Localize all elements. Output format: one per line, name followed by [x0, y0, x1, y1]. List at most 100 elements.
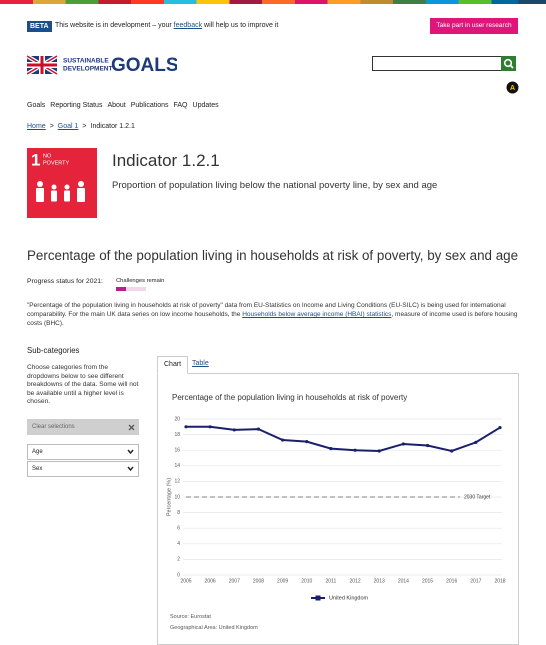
search-button[interactable] [501, 56, 516, 71]
x-tick-label: 2011 [326, 578, 337, 584]
y-tick-label: 8 [177, 510, 180, 516]
y-tick-label: 14 [174, 463, 180, 469]
progress-fill [116, 287, 126, 291]
beta-badge: BETA [27, 21, 52, 32]
geographical-area: Geographical Area: United Kingdom [170, 625, 258, 631]
progress-bar [116, 287, 146, 291]
description-text: "Percentage of the population living in … [27, 302, 506, 318]
nav-link[interactable]: FAQ [173, 102, 188, 109]
x-tick-label: 2008 [253, 578, 264, 584]
goal-tile[interactable]: 1 NO POVERTY [27, 148, 97, 218]
data-point [305, 440, 309, 444]
feedback-link[interactable]: feedback [173, 22, 203, 29]
sex-select[interactable]: Sex [27, 461, 139, 477]
sdg-color-stripe [0, 0, 546, 4]
breadcrumb-link[interactable]: Home [27, 123, 46, 130]
y-tick-label: 6 [177, 526, 180, 532]
nav-link[interactable]: Reporting Status [50, 102, 103, 109]
x-tick-label: 2013 [374, 578, 385, 584]
description: "Percentage of the population living in … [27, 301, 522, 328]
select-label: Age [32, 449, 43, 455]
data-point [401, 442, 405, 446]
logo-text: SUSTAINABLE [63, 58, 109, 65]
subcategories-title: Sub-categories [27, 346, 80, 355]
logo-word: GOALS [111, 55, 177, 76]
x-tick-label: 2012 [350, 578, 361, 584]
x-tick-label: 2006 [205, 578, 216, 584]
y-tick-label: 16 [174, 448, 180, 454]
breadcrumb-link[interactable]: Goal 1 [57, 123, 79, 130]
y-axis-label: Percentage (%) [166, 478, 172, 516]
accessibility-circle [506, 81, 519, 94]
nav-link[interactable]: Goals [27, 102, 46, 109]
data-point [256, 427, 261, 431]
flag-part [27, 63, 57, 67]
breadcrumb-separator: > [49, 123, 54, 130]
clear-selections[interactable]: Clear selections [27, 419, 139, 435]
data-point [184, 425, 188, 429]
table-tab[interactable]: Table [192, 360, 209, 367]
target-label: 2030 Target [464, 494, 491, 500]
banner-text: This website is in development – your [55, 22, 174, 29]
x-tick-label: 2014 [398, 578, 409, 584]
data-point [377, 449, 381, 453]
y-tick-label: 18 [174, 432, 180, 438]
data-point [281, 438, 285, 442]
x-tick-label: 2015 [422, 578, 433, 584]
x-tick-label: 2009 [277, 578, 288, 584]
x-tick-label: 2005 [180, 578, 191, 584]
data-point [425, 443, 430, 448]
age-select[interactable]: Age [27, 444, 139, 460]
select-label: Sex [32, 466, 43, 472]
search-icon [503, 58, 513, 68]
chart-tab[interactable]: Chart [157, 356, 189, 374]
research-button[interactable]: Take part in user research [430, 18, 518, 34]
y-tick-label: 10 [174, 494, 180, 500]
progress-label: Progress status for 2021: [27, 278, 103, 285]
search-icon [509, 64, 514, 69]
banner-text: will help us to improve it [202, 22, 279, 29]
x-tick-label: 2010 [301, 578, 312, 584]
data-point [329, 447, 333, 451]
goal-label: POVERTY [43, 160, 70, 166]
nav-link[interactable]: Publications [130, 102, 169, 109]
legend-marker [315, 595, 321, 601]
nav-link[interactable]: About [107, 102, 126, 109]
accessibility-button[interactable]: A [506, 81, 519, 94]
indicator-subtitle: Proportion of population living below th… [112, 180, 438, 191]
logo[interactable]: SUSTAINABLE DEVELOPMENT GOALS [27, 54, 177, 76]
indicator-title: Indicator 1.2.1 [112, 151, 220, 170]
legend-label: United Kingdom [329, 595, 369, 601]
goal-number: 1 [31, 150, 40, 169]
search-input[interactable] [372, 56, 502, 71]
goal-icon [36, 181, 85, 202]
chevron [127, 449, 134, 455]
subcategories-help: Choose categories from the dropdowns bel… [27, 364, 139, 405]
clear-icon [128, 424, 135, 431]
chart-title: Percentage of the population living in h… [172, 393, 407, 402]
chart: Percentage of the population living in h… [166, 393, 505, 601]
x-tick-label: 2007 [229, 578, 240, 584]
nav-link[interactable]: Updates [192, 102, 219, 109]
x-tick-label: 2018 [494, 578, 505, 584]
hbai-link[interactable]: Households below average income (HBAI) s… [242, 311, 392, 318]
source: Source: Eurostat [170, 614, 211, 620]
goal-label: NO [43, 153, 52, 159]
y-tick-label: 0 [177, 572, 180, 578]
breadcrumb-separator: > [82, 123, 87, 130]
data-point [353, 448, 357, 452]
data-point [498, 425, 502, 430]
series-line [186, 425, 501, 453]
description-text: , measure of income used is before housi… [27, 311, 518, 327]
clear-label: Clear selections [32, 424, 75, 430]
accessibility-label: A [510, 85, 515, 92]
breadcrumb-current: Indicator 1.2.1 [90, 123, 135, 130]
chevron [127, 466, 134, 472]
beta-banner: This website is in development – your fe… [55, 22, 278, 29]
logo-text: DEVELOPMENT [63, 66, 113, 73]
y-tick-label: 2 [177, 557, 180, 563]
series-heading: Percentage of the population living in h… [27, 248, 519, 263]
x-tick-label: 2016 [446, 578, 457, 584]
